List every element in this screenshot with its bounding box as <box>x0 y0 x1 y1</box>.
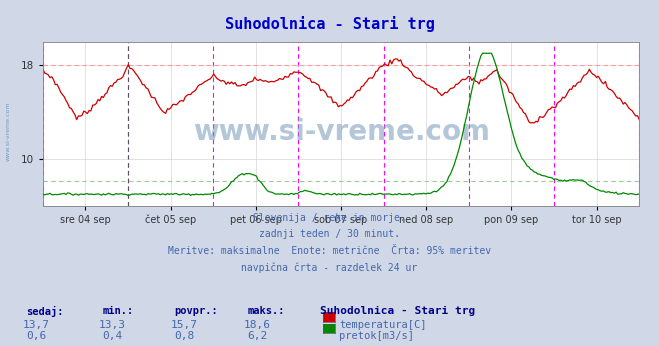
Text: 13,3: 13,3 <box>99 320 125 330</box>
Text: navpična črta - razdelek 24 ur: navpična črta - razdelek 24 ur <box>241 263 418 273</box>
Text: min.:: min.: <box>102 306 133 316</box>
Text: 0,6: 0,6 <box>26 331 46 342</box>
Text: 18,6: 18,6 <box>244 320 270 330</box>
Text: 0,8: 0,8 <box>175 331 194 342</box>
Text: Suhodolnica - Stari trg: Suhodolnica - Stari trg <box>320 306 475 316</box>
Text: povpr.:: povpr.: <box>175 306 218 316</box>
Text: Slovenija / reke in morje.: Slovenija / reke in morje. <box>253 213 406 223</box>
Text: 15,7: 15,7 <box>171 320 198 330</box>
Text: 6,2: 6,2 <box>247 331 267 342</box>
Text: www.si-vreme.com: www.si-vreme.com <box>192 118 490 146</box>
Text: 13,7: 13,7 <box>23 320 49 330</box>
Text: temperatura[C]: temperatura[C] <box>339 320 427 330</box>
Text: zadnji teden / 30 minut.: zadnji teden / 30 minut. <box>259 229 400 239</box>
Text: pretok[m3/s]: pretok[m3/s] <box>339 331 415 342</box>
Text: 0,4: 0,4 <box>102 331 122 342</box>
Text: Meritve: maksimalne  Enote: metrične  Črta: 95% meritev: Meritve: maksimalne Enote: metrične Črta… <box>168 246 491 256</box>
Text: www.si-vreme.com: www.si-vreme.com <box>5 102 11 161</box>
Text: sedaj:: sedaj: <box>26 306 64 317</box>
Text: Suhodolnica - Stari trg: Suhodolnica - Stari trg <box>225 16 434 31</box>
Text: maks.:: maks.: <box>247 306 285 316</box>
